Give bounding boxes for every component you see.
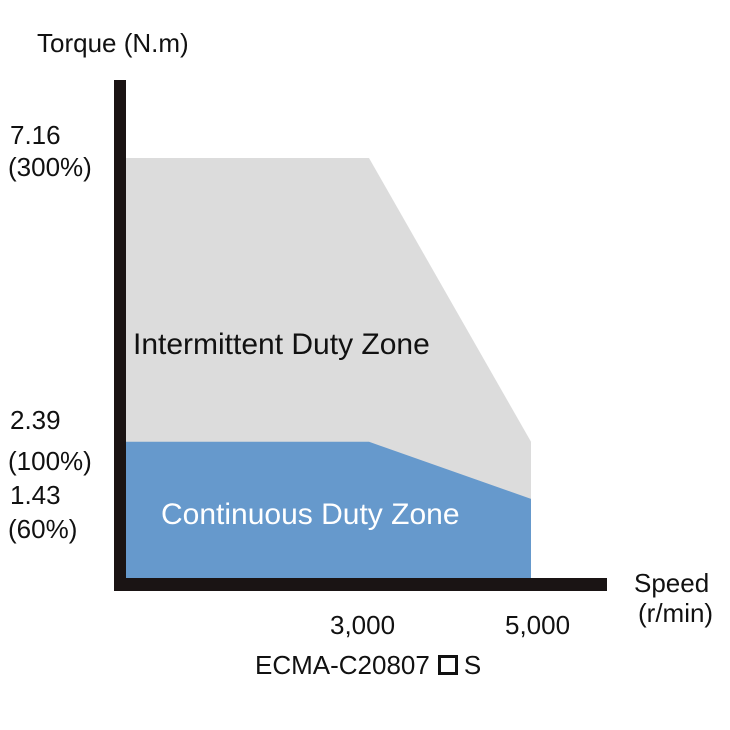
model-suffix: S [463,650,482,680]
y-tick-sublabel: (300%) [8,152,92,182]
model-caption: ECMA-C20807 S [255,650,481,680]
continuous-zone-label: Continuous Duty Zone [161,498,460,531]
continuous-zone-area [126,441,531,580]
y-tick-label: 7.16 [10,120,61,150]
y-tick-label: 1.43 [10,480,61,510]
x-axis-title: Speed [634,568,710,598]
x-axis-unit: (r/min) [638,598,714,628]
y-tick-sublabel: (100%) [8,446,92,476]
y-axis-line [114,80,126,591]
x-tick-label: 5,000 [505,610,571,640]
y-tick-label: 2.39 [10,405,61,435]
y-axis-title: Torque (N.m) [37,28,189,58]
square-placeholder-icon [437,655,458,675]
x-tick-label: 3,000 [330,610,396,640]
x-axis-line [114,578,607,591]
y-tick-sublabel: (60%) [8,514,78,544]
model-prefix: ECMA-C20807 [255,650,430,680]
intermittent-zone-label: Intermittent Duty Zone [133,328,430,361]
